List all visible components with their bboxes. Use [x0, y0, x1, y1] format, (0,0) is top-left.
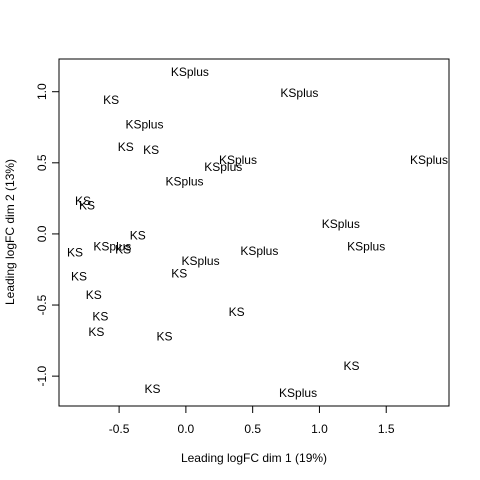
- point-label: KSplus: [125, 117, 163, 131]
- point-label: KS: [143, 143, 159, 157]
- x-tick-label: 1.0: [311, 422, 328, 436]
- x-tick-label: 0.0: [178, 422, 195, 436]
- point-label: KS: [171, 267, 187, 281]
- point-label: KS: [88, 325, 104, 339]
- point-label: KS: [92, 309, 108, 323]
- y-tick-label: 0.5: [35, 154, 49, 171]
- y-tick-label: -0.5: [35, 294, 49, 315]
- point-label: KS: [67, 245, 83, 259]
- point-label: KSplus: [166, 174, 204, 188]
- y-tick-label: 1.0: [35, 83, 49, 100]
- y-tick-label: 0.0: [35, 225, 49, 242]
- point-label: KS: [71, 270, 87, 284]
- point-label: KSplus: [322, 217, 360, 231]
- point-label: KS: [103, 93, 119, 107]
- point-label: KSplus: [240, 244, 278, 258]
- point-label: KS: [144, 382, 160, 396]
- point-label: KS: [79, 198, 95, 212]
- point-label: KS: [115, 243, 131, 257]
- point-label: KSplus: [171, 65, 209, 79]
- point-label: KS: [229, 305, 245, 319]
- x-axis-title: Leading logFC dim 1 (19%): [181, 451, 327, 465]
- point-label: KS: [130, 228, 146, 242]
- point-label: KS: [118, 140, 134, 154]
- point-label: KSplus: [204, 160, 242, 174]
- point-label: KSplus: [280, 86, 318, 100]
- point-label: KSplus: [410, 153, 448, 167]
- point-label: KS: [157, 329, 173, 343]
- point-label: KSplus: [182, 254, 220, 268]
- x-tick-label: -0.5: [109, 422, 130, 436]
- y-axis: -1.0 -0.5 0.0 0.5 1.0: [35, 83, 60, 386]
- point-label: KSplus: [93, 240, 131, 254]
- point-label: KS: [343, 359, 359, 373]
- point-label: KSplus: [219, 153, 257, 167]
- point-label: KSplus: [347, 240, 385, 254]
- x-axis: -0.5 0.0 0.5 1.0 1.5: [109, 405, 395, 436]
- point-label: KS: [75, 194, 91, 208]
- point-label: KSplus: [279, 386, 317, 400]
- y-tick-label: -1.0: [35, 365, 49, 386]
- y-axis-title: Leading logFC dim 2 (13%): [3, 159, 17, 305]
- x-tick-label: 0.5: [244, 422, 261, 436]
- plot-frame: [58, 58, 450, 407]
- x-tick-label: 1.5: [378, 422, 395, 436]
- point-label: KS: [86, 288, 102, 302]
